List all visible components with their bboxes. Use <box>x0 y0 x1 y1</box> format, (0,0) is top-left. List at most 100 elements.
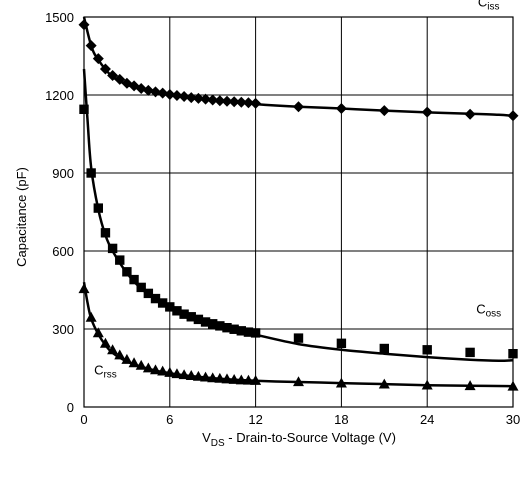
triangle-marker <box>135 359 147 370</box>
square-marker <box>193 314 204 325</box>
square-marker <box>422 345 432 355</box>
y-tick-label: 300 <box>52 322 74 337</box>
x-axis-title: VDS - Drain-to-Source Voltage (V) <box>202 430 396 449</box>
square-marker <box>222 323 232 333</box>
series-label: Crss <box>94 363 117 381</box>
y-axis-title: Capacitance (pF) <box>14 167 29 267</box>
triangle-marker <box>114 349 126 360</box>
triangle-marker <box>192 370 204 381</box>
fit-curves <box>82 16 514 388</box>
series-label-sub: rss <box>103 370 116 381</box>
diamond-marker <box>171 90 183 102</box>
diamond-marker <box>293 101 304 113</box>
triangle-marker <box>128 357 140 368</box>
triangle-marker <box>378 378 390 389</box>
triangle-marker <box>228 373 240 384</box>
square-marker <box>236 326 246 336</box>
plot-frame <box>83 16 514 408</box>
series-label: Ciss <box>478 0 500 13</box>
grid <box>84 17 513 407</box>
x-tick-label: 30 <box>506 412 520 427</box>
series-label-main: C <box>478 0 487 10</box>
series-label-sub: oss <box>486 308 502 319</box>
diamond-marker <box>207 94 219 106</box>
square-marker <box>122 267 132 277</box>
diamond-marker <box>85 40 97 52</box>
square-marker <box>86 168 96 178</box>
diamond-marker <box>221 95 233 107</box>
diamond-marker <box>142 84 154 96</box>
diamond-marker <box>99 63 111 75</box>
diamond-marker <box>214 95 226 107</box>
square-marker <box>465 347 475 358</box>
square-marker <box>136 282 146 293</box>
square-marker <box>293 333 304 343</box>
y-tick-label: 1200 <box>45 88 74 103</box>
square-marker <box>107 243 118 254</box>
triangle-marker <box>157 365 169 376</box>
series-label-main: C <box>94 363 103 378</box>
triangle-marker <box>85 311 97 322</box>
square-marker <box>186 312 196 322</box>
triangle-marker <box>107 344 119 355</box>
square-marker <box>229 324 239 334</box>
diamond-marker <box>235 96 247 108</box>
x-axis-title-main: V <box>202 430 211 445</box>
series-curve-iss <box>82 16 514 118</box>
square-marker <box>143 288 154 299</box>
diamond-marker <box>464 108 476 120</box>
square-marker <box>129 274 139 285</box>
square-marker <box>100 228 111 238</box>
y-tick-label: 600 <box>52 244 74 259</box>
triangle-marker <box>178 369 190 380</box>
triangle-marker <box>92 327 104 338</box>
triangle-marker <box>150 364 161 375</box>
triangle-marker <box>99 337 111 348</box>
diamond-marker <box>421 106 433 118</box>
square-marker <box>379 343 389 354</box>
diamond-marker <box>250 97 262 109</box>
y-tick-label: 900 <box>52 166 74 181</box>
triangle-marker <box>121 353 133 364</box>
series-label-main: C <box>476 301 485 316</box>
triangle-marker <box>221 373 233 384</box>
y-tick-label: 0 <box>67 400 74 415</box>
triangle-marker <box>242 374 254 385</box>
diamond-marker <box>242 97 254 109</box>
square-marker <box>165 302 175 312</box>
square-marker <box>208 319 218 329</box>
diamond-marker <box>192 92 204 104</box>
triangle-marker <box>142 362 154 373</box>
square-marker <box>93 203 103 213</box>
square-marker <box>157 298 168 308</box>
diamond-marker <box>378 105 390 117</box>
x-tick-label: 6 <box>166 412 173 427</box>
diamond-marker <box>150 86 161 98</box>
diamond-marker <box>92 53 104 65</box>
square-marker <box>179 309 189 319</box>
triangle-marker <box>464 380 476 391</box>
triangle-marker <box>185 370 197 380</box>
square-marker <box>200 317 211 327</box>
diamond-marker <box>107 70 119 81</box>
triangle-marker <box>235 374 247 385</box>
square-marker <box>115 255 125 265</box>
diamond-marker <box>164 88 176 100</box>
triangle-marker <box>335 377 347 388</box>
square-marker <box>336 338 347 348</box>
x-axis-title-sub: DS <box>211 438 225 449</box>
diamond-marker <box>114 73 126 85</box>
x-tick-label: 12 <box>248 412 262 427</box>
triangle-marker <box>421 379 433 390</box>
x-tick-label: 0 <box>80 412 87 427</box>
x-tick-label: 24 <box>420 412 434 427</box>
triangle-marker <box>250 374 262 385</box>
square-marker <box>243 327 254 337</box>
diamond-marker <box>185 92 197 104</box>
square-marker <box>215 321 225 331</box>
triangle-marker <box>171 368 183 379</box>
y-tick-label: 1500 <box>45 10 74 25</box>
triangle-marker <box>207 372 219 383</box>
triangle-marker <box>164 366 176 377</box>
